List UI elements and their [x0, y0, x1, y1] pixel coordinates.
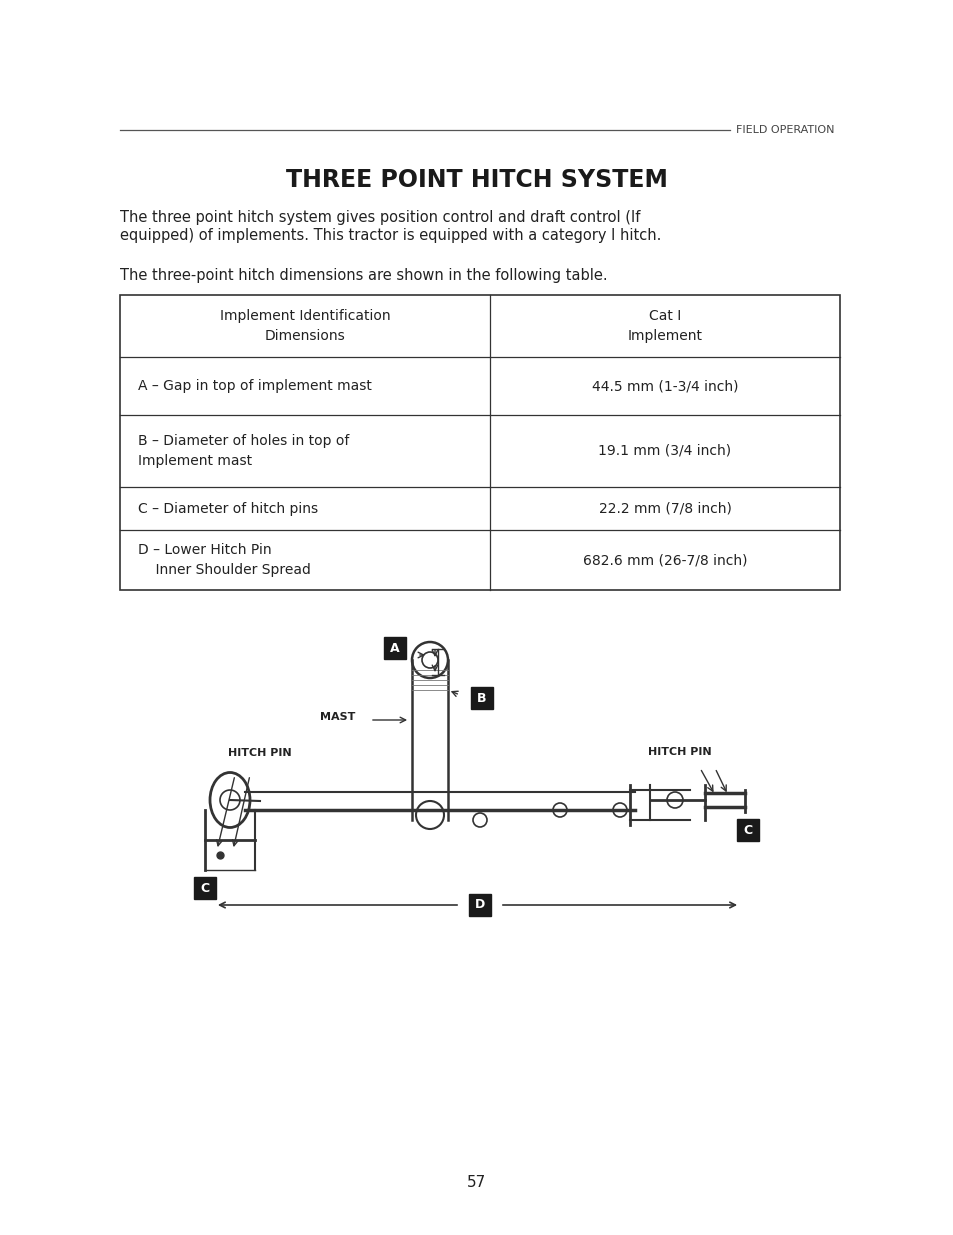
Text: 57: 57 [467, 1174, 486, 1191]
Bar [384, 637, 406, 659]
Bar [737, 819, 759, 841]
Text: Cat I
Implement: Cat I Implement [627, 309, 701, 343]
Text: 44.5 mm (1-3/4 inch): 44.5 mm (1-3/4 inch) [591, 379, 738, 393]
Text: equipped) of implements. This tractor is equipped with a category I hitch.: equipped) of implements. This tractor is… [120, 228, 660, 243]
Text: The three point hitch system gives position control and draft control (If: The three point hitch system gives posit… [120, 210, 639, 225]
Text: THREE POINT HITCH SYSTEM: THREE POINT HITCH SYSTEM [286, 168, 667, 191]
Text: B: B [476, 692, 486, 704]
Text: The three-point hitch dimensions are shown in the following table.: The three-point hitch dimensions are sho… [120, 268, 607, 283]
Text: A: A [390, 641, 399, 655]
Text: B – Diameter of holes in top of
Implement mast: B – Diameter of holes in top of Implemen… [138, 435, 349, 468]
Text: C: C [742, 824, 752, 836]
Bar [469, 894, 491, 916]
Text: Implement Identification
Dimensions: Implement Identification Dimensions [219, 309, 390, 343]
Bar [471, 687, 493, 709]
Text: C: C [200, 882, 210, 894]
Text: 19.1 mm (3/4 inch): 19.1 mm (3/4 inch) [598, 445, 731, 458]
Text: MAST: MAST [319, 713, 355, 722]
Text: C – Diameter of hitch pins: C – Diameter of hitch pins [138, 501, 317, 515]
Text: A – Gap in top of implement mast: A – Gap in top of implement mast [138, 379, 372, 393]
Text: FIELD OPERATION: FIELD OPERATION [736, 125, 834, 135]
Text: D – Lower Hitch Pin
    Inner Shoulder Spread: D – Lower Hitch Pin Inner Shoulder Sprea… [138, 543, 311, 577]
Text: D: D [475, 899, 485, 911]
Bar [193, 877, 215, 899]
Bar [120, 295, 840, 590]
Text: 682.6 mm (26-7/8 inch): 682.6 mm (26-7/8 inch) [582, 553, 746, 567]
Text: 22.2 mm (7/8 inch): 22.2 mm (7/8 inch) [598, 501, 731, 515]
Text: HITCH PIN: HITCH PIN [647, 747, 711, 757]
Text: HITCH PIN: HITCH PIN [228, 748, 292, 758]
